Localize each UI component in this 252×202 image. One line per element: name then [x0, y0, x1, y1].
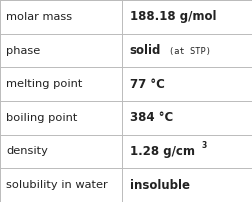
Text: (at STP): (at STP) [169, 47, 211, 56]
Text: 77 °C: 77 °C [130, 78, 165, 91]
Text: 188.18 g/mol: 188.18 g/mol [130, 10, 216, 23]
Text: 1.28 g/cm: 1.28 g/cm [130, 145, 195, 158]
Text: density: density [6, 146, 48, 157]
Text: phase: phase [6, 45, 41, 56]
Text: molar mass: molar mass [6, 12, 72, 22]
Text: 384 °C: 384 °C [130, 111, 173, 124]
Text: 3: 3 [202, 141, 207, 150]
Text: solid: solid [130, 44, 161, 57]
Text: solubility in water: solubility in water [6, 180, 108, 190]
Text: melting point: melting point [6, 79, 83, 89]
Text: boiling point: boiling point [6, 113, 78, 123]
Text: insoluble: insoluble [130, 179, 190, 192]
